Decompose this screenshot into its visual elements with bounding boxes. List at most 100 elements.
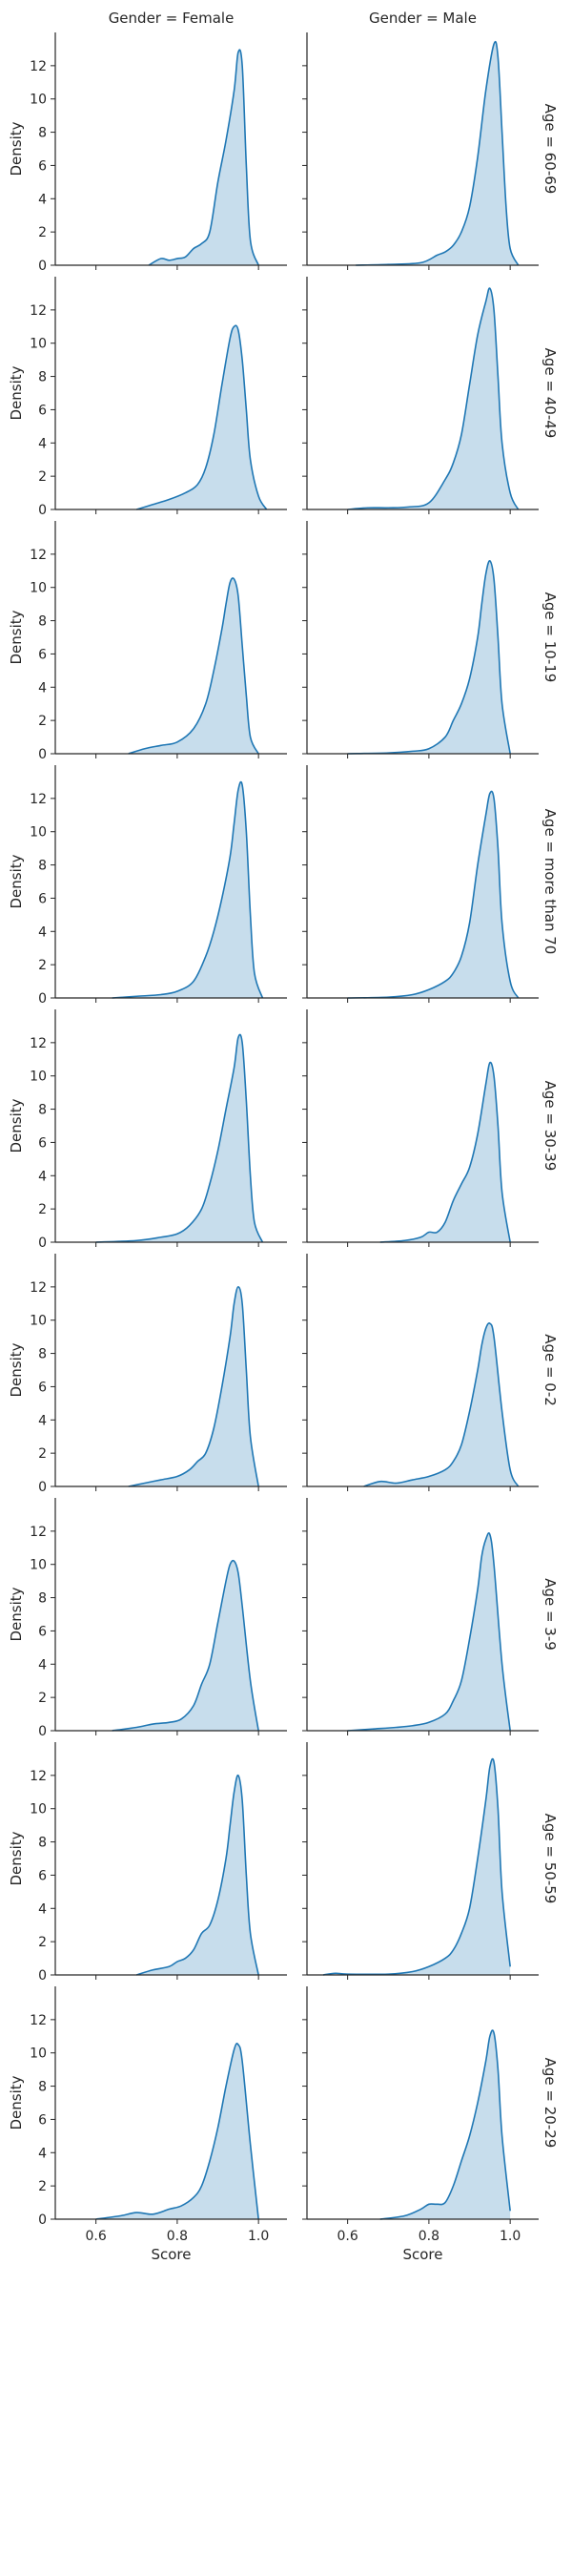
y-axis-title: Density: [8, 1342, 25, 1397]
y-tick-label: 2: [38, 1935, 47, 1950]
y-tick-label: 10: [30, 2046, 47, 2062]
density-curve: [379, 1061, 511, 1243]
y-axis-title: Density: [8, 365, 25, 420]
y-tick-label: 0: [38, 991, 47, 1007]
y-tick-label: 8: [38, 1347, 47, 1362]
density-curve: [347, 790, 520, 999]
x-tick-label: 0.8: [167, 2229, 188, 2244]
density-curve: [363, 1322, 520, 1487]
y-tick-label: 12: [30, 303, 47, 319]
labels: 0 2 4 6 8 10 12 0 2 4 6 8 10 12 0 2 4 6 8 10 12 0 2 4 6 8 10 12 0 2 4 6…: [8, 10, 559, 2263]
x-axis-title: Score: [151, 2246, 191, 2263]
y-tick-label: 6: [38, 1624, 47, 1639]
y-tick-label: 10: [30, 581, 47, 596]
y-tick-label: 12: [30, 548, 47, 563]
density-area: [347, 288, 519, 509]
density-lines: [95, 40, 520, 2220]
density-curve: [95, 1033, 264, 1243]
y-axis-title: Density: [8, 854, 25, 908]
y-tick-label: 8: [38, 614, 47, 630]
y-tick-label: 8: [38, 1591, 47, 1607]
density-curve: [95, 2043, 259, 2220]
y-tick-label: 6: [38, 1135, 47, 1151]
y-tick-label: 10: [30, 1070, 47, 1085]
y-tick-label: 12: [30, 1525, 47, 1540]
y-axis-title: Density: [8, 1098, 25, 1153]
x-tick-label: 0.6: [85, 2229, 106, 2244]
y-tick-label: 6: [38, 2112, 47, 2128]
density-curve: [148, 49, 259, 266]
x-axis-title: Score: [402, 2246, 442, 2263]
x-tick-label: 0.8: [419, 2229, 439, 2244]
y-tick-label: 10: [30, 337, 47, 352]
density-area: [323, 1758, 511, 1975]
y-tick-label: 2: [38, 469, 47, 485]
column-title: Gender = Male: [369, 10, 477, 27]
density-area: [128, 577, 259, 754]
y-tick-label: 2: [38, 714, 47, 729]
y-tick-label: 4: [38, 1413, 47, 1428]
y-tick-label: 12: [30, 59, 47, 74]
y-axis-title: Density: [8, 1587, 25, 1641]
density-curve: [112, 1559, 259, 1732]
density-area: [356, 41, 519, 265]
density-area: [95, 1034, 263, 1242]
density-curve: [347, 560, 511, 755]
y-axis-title: Density: [8, 2075, 25, 2129]
row-title: Age = 50-59: [541, 1814, 559, 1904]
y-tick-label: 0: [38, 1968, 47, 1984]
x-tick-label: 1.0: [500, 2229, 521, 2244]
y-tick-label: 0: [38, 259, 47, 274]
row-title: Age = 3-9: [541, 1578, 559, 1651]
column-title: Gender = Female: [109, 10, 235, 27]
y-axis-title: Density: [8, 121, 25, 176]
row-title: Age = 30-39: [541, 1081, 559, 1172]
y-tick-label: 0: [38, 2212, 47, 2228]
density-area: [112, 781, 263, 998]
row-title: Age = 60-69: [541, 104, 559, 195]
y-tick-label: 10: [30, 93, 47, 108]
y-tick-label: 8: [38, 859, 47, 874]
density-curve: [136, 1775, 259, 1976]
x-tick-label: 1.0: [248, 2229, 269, 2244]
density-curve: [136, 324, 268, 510]
y-tick-label: 4: [38, 192, 47, 207]
y-tick-label: 6: [38, 891, 47, 906]
y-tick-label: 4: [38, 1901, 47, 1917]
density-curve: [128, 1286, 259, 1487]
y-tick-label: 10: [30, 825, 47, 841]
y-tick-label: 4: [38, 1169, 47, 1184]
y-tick-label: 2: [38, 1446, 47, 1462]
y-tick-label: 2: [38, 2179, 47, 2194]
y-tick-label: 12: [30, 1769, 47, 1784]
y-tick-label: 2: [38, 958, 47, 973]
density-curve: [379, 2029, 511, 2220]
x-tick-label: 0.6: [337, 2229, 358, 2244]
y-tick-label: 0: [38, 1724, 47, 1739]
density-area: [128, 1286, 259, 1486]
y-tick-label: 12: [30, 1036, 47, 1051]
density-area: [347, 560, 511, 754]
y-tick-label: 8: [38, 2080, 47, 2095]
density-area: [347, 791, 519, 998]
density-area: [363, 1322, 519, 1486]
y-tick-label: 0: [38, 1236, 47, 1251]
row-title: Age = 0-2: [541, 1334, 559, 1406]
density-curve: [112, 780, 264, 999]
density-curve: [322, 1757, 511, 1976]
y-tick-label: 6: [38, 158, 47, 174]
density-area: [379, 1062, 511, 1242]
density-area: [379, 2030, 511, 2219]
y-tick-label: 2: [38, 1691, 47, 1706]
y-tick-label: 6: [38, 1380, 47, 1395]
density-area: [347, 1532, 511, 1731]
y-tick-label: 12: [30, 2013, 47, 2028]
row-title: Age = 40-49: [541, 348, 559, 439]
density-area: [112, 1560, 259, 1731]
density-curve: [347, 1531, 511, 1732]
density-area: [149, 50, 259, 265]
row-title: Age = 20-29: [541, 2058, 559, 2149]
y-tick-label: 8: [38, 126, 47, 141]
density-area: [136, 325, 267, 509]
y-tick-label: 10: [30, 1314, 47, 1329]
